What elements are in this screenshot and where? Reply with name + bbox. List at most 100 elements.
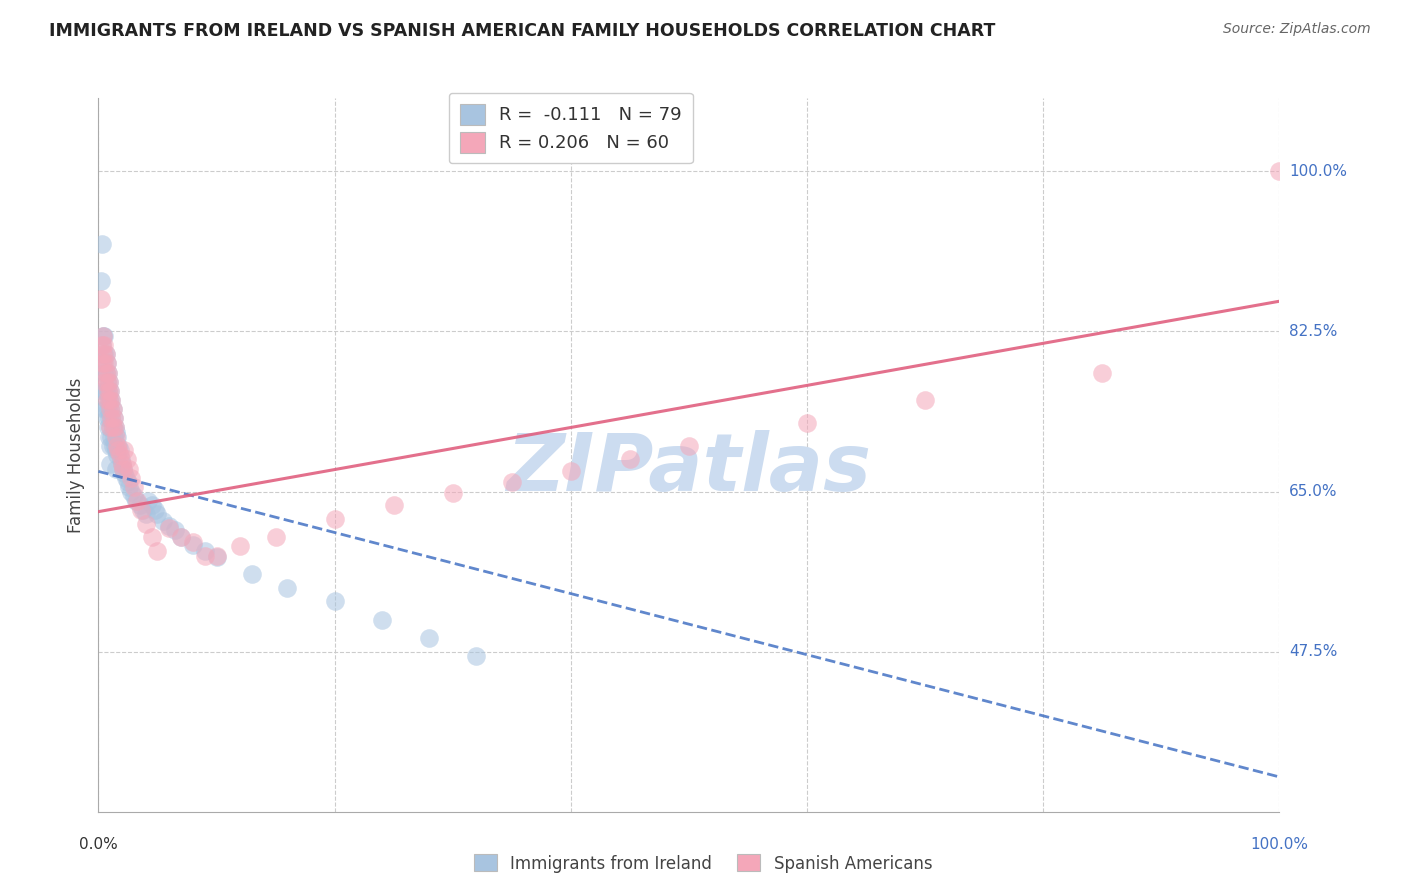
Point bbox=[111, 457, 134, 471]
Point bbox=[135, 516, 157, 531]
Point bbox=[97, 384, 120, 398]
Point bbox=[157, 519, 180, 533]
Point bbox=[441, 486, 464, 500]
Point bbox=[105, 429, 128, 443]
Point bbox=[101, 420, 124, 434]
Point bbox=[93, 356, 115, 370]
Point bbox=[93, 347, 115, 361]
Point bbox=[96, 356, 118, 370]
Point bbox=[382, 498, 405, 512]
Point bbox=[91, 329, 114, 343]
Point bbox=[100, 429, 122, 443]
Point bbox=[205, 549, 228, 563]
Text: 0.0%: 0.0% bbox=[79, 837, 118, 852]
Point bbox=[135, 508, 157, 522]
Point bbox=[108, 448, 131, 462]
Point bbox=[93, 402, 115, 417]
Point bbox=[914, 392, 936, 407]
Point bbox=[112, 443, 135, 458]
Point bbox=[112, 461, 135, 475]
Point bbox=[101, 402, 124, 417]
Point bbox=[98, 392, 121, 407]
Point bbox=[146, 544, 169, 558]
Point bbox=[96, 392, 118, 407]
Point bbox=[98, 402, 121, 417]
Point bbox=[103, 429, 125, 443]
Point bbox=[101, 439, 124, 453]
Point bbox=[143, 503, 166, 517]
Point bbox=[110, 452, 132, 467]
Point bbox=[111, 457, 134, 471]
Point bbox=[136, 493, 159, 508]
Point bbox=[619, 452, 641, 467]
Point bbox=[418, 631, 440, 645]
Point bbox=[264, 530, 287, 544]
Point bbox=[94, 384, 117, 398]
Point bbox=[94, 366, 117, 380]
Point bbox=[91, 347, 114, 361]
Text: 100.0%: 100.0% bbox=[1289, 164, 1347, 178]
Point bbox=[122, 480, 145, 494]
Point bbox=[141, 530, 163, 544]
Point bbox=[97, 384, 120, 398]
Point bbox=[122, 489, 145, 503]
Point bbox=[100, 411, 122, 425]
Point bbox=[98, 375, 121, 389]
Text: 47.5%: 47.5% bbox=[1289, 644, 1337, 659]
Point bbox=[1091, 366, 1114, 380]
Point bbox=[1268, 164, 1291, 178]
Text: 100.0%: 100.0% bbox=[1250, 837, 1309, 852]
Point bbox=[132, 503, 155, 517]
Point bbox=[129, 503, 152, 517]
Point bbox=[96, 375, 118, 389]
Point bbox=[91, 338, 114, 352]
Y-axis label: Family Households: Family Households bbox=[67, 377, 86, 533]
Point bbox=[98, 384, 121, 398]
Point bbox=[91, 356, 114, 370]
Point bbox=[94, 347, 117, 361]
Point bbox=[127, 493, 149, 508]
Text: 82.5%: 82.5% bbox=[1289, 324, 1337, 339]
Point bbox=[105, 448, 128, 462]
Point bbox=[94, 366, 117, 380]
Point bbox=[104, 420, 127, 434]
Point bbox=[105, 425, 128, 439]
Point bbox=[98, 420, 121, 434]
Point bbox=[90, 293, 112, 307]
Point bbox=[117, 475, 139, 490]
Point bbox=[98, 457, 121, 471]
Text: ZIPatlas: ZIPatlas bbox=[506, 430, 872, 508]
Point bbox=[229, 540, 252, 554]
Point bbox=[276, 581, 298, 595]
Point bbox=[371, 613, 394, 627]
Point bbox=[103, 411, 125, 425]
Point bbox=[128, 498, 150, 512]
Point bbox=[98, 429, 121, 443]
Point bbox=[90, 274, 112, 288]
Text: IMMIGRANTS FROM IRELAND VS SPANISH AMERICAN FAMILY HOUSEHOLDS CORRELATION CHART: IMMIGRANTS FROM IRELAND VS SPANISH AMERI… bbox=[49, 22, 995, 40]
Point bbox=[91, 384, 114, 398]
Point bbox=[181, 538, 204, 552]
Point bbox=[93, 375, 115, 389]
Point bbox=[100, 392, 122, 407]
Point bbox=[100, 411, 122, 425]
Point bbox=[91, 338, 114, 352]
Point bbox=[115, 452, 138, 467]
Point bbox=[101, 402, 124, 417]
Point bbox=[107, 443, 129, 458]
Legend: Immigrants from Ireland, Spanish Americans: Immigrants from Ireland, Spanish America… bbox=[467, 847, 939, 880]
Point bbox=[465, 649, 488, 664]
Point bbox=[91, 237, 114, 252]
Point bbox=[97, 420, 120, 434]
Point bbox=[170, 530, 193, 544]
Point bbox=[107, 439, 129, 453]
Point bbox=[96, 411, 118, 425]
Point bbox=[105, 439, 128, 453]
Point bbox=[205, 550, 228, 565]
Point bbox=[98, 411, 121, 425]
Point bbox=[118, 461, 141, 475]
Point bbox=[96, 356, 118, 370]
Point bbox=[103, 411, 125, 425]
Point bbox=[170, 530, 193, 544]
Point bbox=[501, 475, 523, 490]
